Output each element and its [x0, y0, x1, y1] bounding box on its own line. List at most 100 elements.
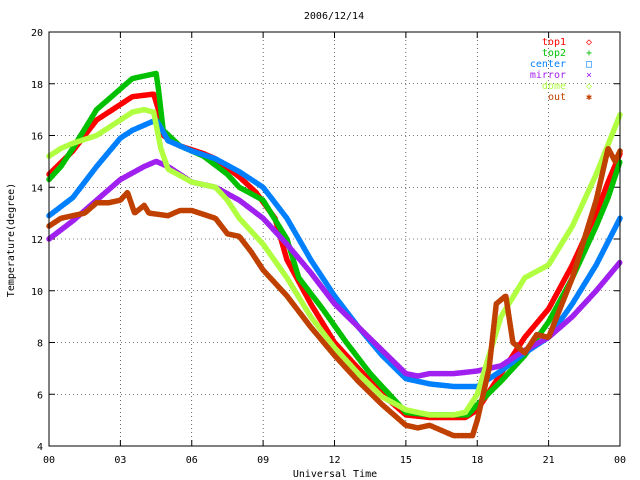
data-point-out	[143, 204, 146, 207]
data-point-top1	[285, 258, 289, 261]
data-point-top1	[119, 103, 122, 106]
data-point-dome	[261, 243, 265, 246]
data-point-out	[190, 209, 193, 212]
data-point-top2	[547, 320, 550, 323]
data-point-center	[309, 258, 312, 261]
data-point-dome	[571, 224, 574, 228]
x-tick-label: 21	[543, 455, 555, 466]
data-point-center	[95, 165, 98, 168]
y-tick-label: 6	[37, 390, 43, 401]
data-point-out	[238, 235, 241, 238]
data-point-dome	[59, 147, 63, 150]
data-point-dome	[226, 199, 229, 202]
data-point-out	[147, 211, 151, 215]
data-point-mirror	[416, 374, 419, 378]
y-tick-label: 4	[37, 442, 43, 453]
data-point-mirror	[476, 369, 479, 373]
data-point-out	[333, 354, 336, 357]
data-point-top2	[107, 98, 110, 101]
data-point-out	[178, 209, 182, 212]
data-point-mirror	[143, 165, 146, 168]
data-point-dome	[404, 408, 408, 411]
y-axis-label: Temperature(degree)	[6, 183, 17, 297]
data-point-out	[523, 351, 526, 355]
data-point-out	[404, 424, 408, 427]
data-point-dome	[119, 118, 122, 122]
data-point-out	[214, 217, 217, 220]
data-point-top2	[238, 186, 241, 189]
data-point-mirror	[154, 160, 158, 163]
data-point-center	[261, 186, 265, 189]
data-point-top1	[606, 180, 610, 184]
data-point-out	[606, 147, 610, 150]
data-point-dome	[131, 111, 134, 114]
data-point-center	[238, 170, 241, 173]
data-point-top1	[152, 92, 155, 96]
data-point-out	[309, 325, 312, 329]
data-point-center	[131, 129, 134, 132]
legend-symbol-top2: +	[586, 48, 592, 59]
data-point-top2	[476, 403, 479, 406]
data-point-center	[159, 126, 162, 129]
data-point-out	[226, 232, 229, 235]
data-point-dome	[452, 413, 455, 417]
legend-label-mirror: mirror	[530, 70, 566, 81]
data-point-top2	[499, 380, 503, 383]
data-point-out	[535, 333, 538, 336]
data-point-out	[107, 201, 110, 204]
data-point-out	[476, 418, 479, 422]
data-point-out	[357, 380, 360, 383]
data-point-out	[547, 336, 550, 339]
data-point-out	[595, 199, 598, 202]
data-point-out	[428, 424, 431, 427]
data-point-top2	[369, 372, 372, 375]
data-point-top2	[606, 196, 610, 199]
data-point-dome	[190, 180, 193, 184]
series-line-top2	[46, 70, 623, 418]
data-point-dome	[333, 346, 336, 349]
legend-label-out: out	[548, 92, 566, 103]
data-point-dome	[214, 186, 217, 189]
data-point-out	[452, 434, 455, 437]
y-tick-label: 16	[31, 132, 43, 143]
data-point-top2	[95, 108, 98, 111]
series-top1	[46, 91, 623, 421]
data-point-out	[380, 403, 384, 406]
data-point-mirror	[71, 219, 75, 223]
data-point-mirror	[357, 325, 360, 329]
data-point-out	[133, 211, 136, 215]
y-tick-label: 14	[31, 183, 43, 194]
data-point-center	[119, 136, 122, 140]
data-point-top2	[261, 199, 265, 202]
data-point-dome	[464, 411, 467, 414]
series-layer	[46, 70, 623, 439]
data-point-center	[595, 263, 598, 267]
data-point-mirror	[285, 243, 289, 246]
data-point-top2	[154, 72, 158, 75]
data-point-top2	[71, 147, 75, 150]
data-point-mirror	[499, 364, 503, 367]
data-point-out	[471, 434, 474, 437]
data-point-top2	[131, 77, 134, 80]
data-point-center	[452, 385, 455, 388]
data-point-top2	[321, 307, 324, 311]
data-point-dome	[547, 263, 550, 267]
data-point-mirror	[238, 199, 241, 202]
data-point-top1	[547, 307, 550, 311]
data-point-top2	[595, 224, 598, 228]
series-out	[46, 145, 623, 439]
data-point-dome	[380, 395, 384, 398]
x-axis-label: Universal Time	[293, 469, 377, 480]
data-point-top1	[131, 95, 134, 98]
data-point-dome	[166, 167, 170, 171]
data-point-out	[261, 268, 265, 272]
x-tick-label: 15	[400, 455, 412, 466]
data-point-top2	[345, 341, 348, 344]
data-point-top2	[59, 165, 63, 168]
data-point-dome	[95, 134, 98, 137]
data-point-dome	[159, 147, 162, 150]
data-point-mirror	[428, 372, 431, 375]
data-point-out	[83, 211, 86, 215]
legend-symbol-out: ✱	[586, 92, 592, 103]
y-tick-label: 18	[31, 80, 43, 91]
